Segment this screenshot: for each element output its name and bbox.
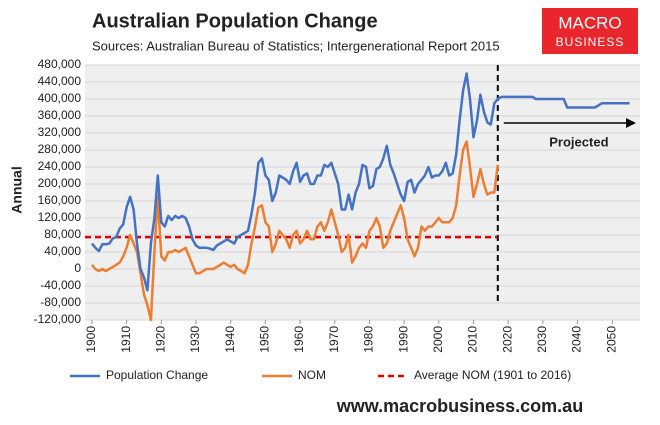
y-tick-label: 240,000 (38, 159, 82, 173)
x-tick-label: 2010 (466, 326, 480, 353)
x-tick-label: 1960 (292, 326, 306, 353)
y-axis-label: Annual (9, 166, 25, 213)
x-tick-label: 1900 (84, 326, 98, 353)
x-tick-label: 1990 (396, 326, 410, 353)
chart-title: Australian Population Change (92, 10, 378, 32)
arrow-head (626, 118, 636, 128)
y-tick-label: 200,000 (38, 176, 82, 190)
x-tick-label: 1950 (258, 326, 272, 353)
y-tick-label: 480,000 (38, 57, 82, 71)
x-tick-label: 1930 (188, 326, 202, 353)
y-tick-label: 360,000 (38, 108, 82, 122)
y-tick-label: 440,000 (38, 74, 82, 88)
legend-label: Population Change (106, 368, 208, 382)
y-tick-label: -120,000 (34, 312, 82, 326)
x-tick-label: 1920 (153, 326, 167, 353)
x-tick-label: 2000 (431, 326, 445, 353)
y-tick-label: -40,000 (40, 278, 81, 292)
y-tick-label: -80,000 (40, 295, 81, 309)
logo-text: MACRO (558, 13, 621, 32)
y-tick-label: 80,000 (44, 227, 81, 241)
logo-text: BUSINESS (556, 35, 625, 49)
series-line (90, 72, 630, 292)
y-tick-label: 280,000 (38, 142, 82, 156)
y-tick-label: 160,000 (38, 193, 82, 207)
y-tick-label: 120,000 (38, 210, 82, 224)
x-tick-label: 1940 (223, 326, 237, 353)
logo-box (542, 8, 638, 54)
x-tick-label: 2050 (604, 326, 618, 353)
plot-area (85, 65, 640, 320)
legend-label: Average NOM (1901 to 2016) (414, 368, 571, 382)
x-tick-label: 1910 (119, 326, 133, 353)
x-tick-label: 2030 (535, 326, 549, 353)
x-tick-label: 2020 (500, 326, 514, 353)
projection-label: Projected (549, 134, 608, 149)
x-tick-label: 1980 (362, 326, 376, 353)
x-tick-label: 2040 (570, 326, 584, 353)
chart-subtitle: Sources: Australian Bureau of Statistics… (92, 38, 500, 53)
x-tick-label: 1970 (327, 326, 341, 353)
y-tick-label: 0 (74, 261, 81, 275)
series-line (90, 140, 500, 322)
legend-label: NOM (298, 368, 326, 382)
y-tick-label: 320,000 (38, 125, 82, 139)
y-tick-label: 400,000 (38, 91, 82, 105)
y-tick-label: 40,000 (44, 244, 81, 258)
website: www.macrobusiness.com.au (336, 396, 583, 416)
